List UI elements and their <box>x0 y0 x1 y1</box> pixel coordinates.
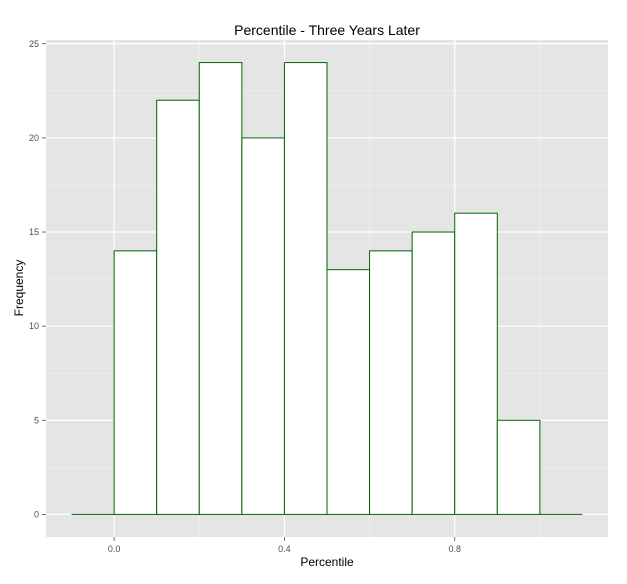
histogram-bar <box>283 62 328 515</box>
y-tick-label: 5 <box>34 415 39 425</box>
y-tick-label: 20 <box>29 133 39 143</box>
histogram-bar <box>113 250 158 515</box>
histogram-bar <box>496 419 541 515</box>
histogram-bar <box>198 62 243 515</box>
y-axis-title: Frequency <box>12 260 26 317</box>
histogram-bars <box>71 62 583 515</box>
histogram-bar <box>369 250 413 515</box>
histogram-bar <box>326 269 371 515</box>
x-axis: 0.0 0.4 0.8 <box>108 537 461 554</box>
y-tick-label: 25 <box>29 39 39 49</box>
x-tick-label: 0.0 <box>108 544 121 554</box>
histogram-bar <box>411 231 456 515</box>
y-axis: 0 5 10 15 20 25 <box>29 39 46 519</box>
y-tick-label: 0 <box>34 509 39 519</box>
histogram-bar <box>156 99 200 515</box>
y-tick-label: 15 <box>29 227 39 237</box>
x-axis-title: Percentile <box>300 555 354 569</box>
chart-title: Percentile - Three Years Later <box>234 22 420 38</box>
x-tick-label: 0.8 <box>448 544 461 554</box>
histogram-bar <box>241 137 285 515</box>
x-tick-label: 0.4 <box>278 544 291 554</box>
histogram-bar <box>454 212 498 515</box>
y-tick-label: 10 <box>29 321 39 331</box>
